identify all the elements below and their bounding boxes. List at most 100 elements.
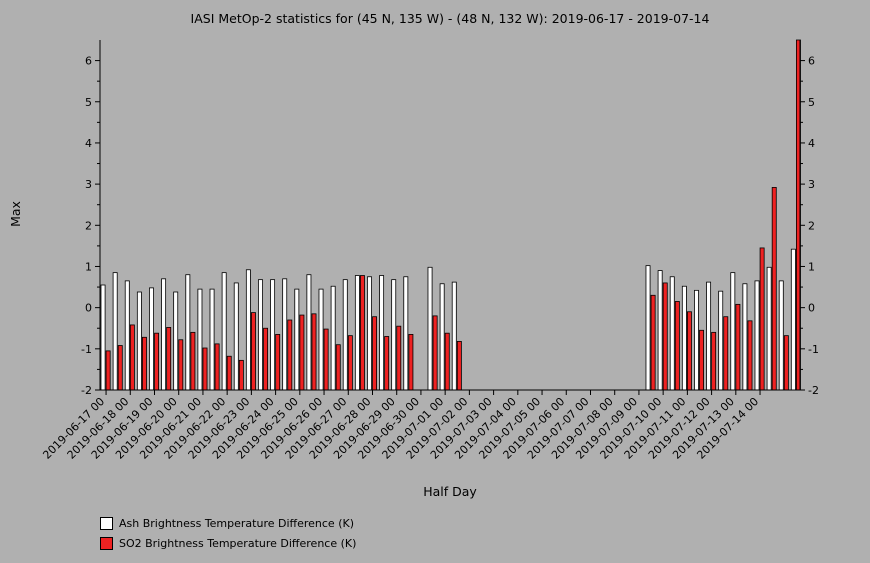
bar-ash [730, 272, 736, 391]
bar-ash [318, 288, 324, 391]
y-tick-label-right: 6 [808, 55, 815, 68]
bar-so2 [735, 303, 741, 391]
bar-ash [112, 272, 118, 391]
bar-ash [136, 291, 142, 391]
y-tick-label-right: 4 [808, 137, 815, 150]
y-tick-label-right: 0 [808, 302, 815, 315]
bar-ash [209, 288, 215, 391]
bars [100, 39, 801, 391]
bar-ash [766, 266, 772, 391]
bar-ash [185, 274, 191, 391]
bar-ash [197, 288, 203, 391]
bar-ash [100, 284, 106, 391]
bar-so2 [275, 334, 281, 391]
y-tick-label-left: 6 [85, 55, 92, 68]
bar-so2 [408, 334, 414, 391]
y-tick-label-left: -1 [81, 343, 92, 356]
bar-ash [754, 280, 760, 391]
y-tick-label-right: 1 [808, 260, 815, 273]
bar-so2 [432, 315, 438, 391]
y-tick-label-right: 3 [808, 178, 815, 191]
y-tick-label-left: -2 [81, 384, 92, 397]
bar-ash [245, 269, 251, 391]
bar-so2 [311, 313, 317, 391]
bar-so2 [263, 327, 269, 391]
bar-ash [124, 280, 130, 391]
bar-ash [161, 278, 167, 391]
legend-item-so2: SO2 Brightness Temperature Difference (K… [100, 533, 356, 553]
y-axis-label: Max [8, 201, 23, 227]
bar-ash [657, 270, 663, 391]
bar-ash [681, 285, 687, 391]
y-tick-label-left: 5 [85, 96, 92, 109]
bar-so2 [117, 345, 123, 391]
bar-ash [306, 274, 312, 391]
y-tick-label-right: -1 [808, 343, 819, 356]
bar-ash [451, 281, 457, 391]
bar-so2 [674, 301, 680, 391]
bar-so2 [299, 314, 305, 391]
bar-ash [742, 283, 748, 391]
bar-ash [391, 279, 397, 391]
bar-so2 [723, 316, 729, 391]
bar-ash [778, 280, 784, 391]
bar-so2 [323, 328, 329, 391]
bar-ash [342, 279, 348, 391]
bar-so2 [238, 359, 244, 391]
bar-so2 [783, 335, 789, 391]
bar-so2 [202, 347, 208, 391]
bar-ash [694, 289, 699, 391]
bar-ash [282, 278, 288, 391]
bar-so2 [190, 331, 196, 391]
bar-ash [403, 276, 409, 391]
bar-so2 [456, 341, 462, 391]
bar-so2 [129, 324, 135, 391]
bar-so2 [444, 332, 450, 391]
y-tick-label-right: -2 [808, 384, 819, 397]
bar-so2 [287, 319, 293, 391]
bar-so2 [347, 335, 353, 391]
bar-ash [270, 279, 276, 391]
y-tick-label-left: 2 [85, 219, 92, 232]
legend-label-ash: Ash Brightness Temperature Difference (K… [119, 516, 354, 530]
bar-ash [439, 283, 445, 391]
bar-so2 [747, 320, 753, 391]
bar-so2 [166, 327, 172, 391]
bar-so2 [384, 336, 390, 391]
bar-ash [706, 281, 712, 391]
bar-so2 [226, 355, 232, 391]
bar-ash [669, 276, 675, 391]
legend-item-ash: Ash Brightness Temperature Difference (K… [100, 513, 356, 533]
y-tick-label-left: 4 [85, 137, 92, 150]
bar-so2 [711, 331, 717, 391]
bar-ash [258, 279, 263, 391]
bar-ash [330, 285, 336, 391]
legend: Ash Brightness Temperature Difference (K… [100, 513, 356, 553]
x-axis-label: Half Day [423, 484, 477, 499]
bar-ash [379, 275, 385, 391]
chart-title: IASI MetOp-2 statistics for (45 N, 135 W… [191, 11, 710, 26]
bar-so2 [154, 332, 160, 391]
y-tick-label-right: 5 [808, 96, 815, 109]
bar-so2 [105, 350, 111, 391]
bar-ash [221, 272, 227, 391]
bar-so2 [372, 316, 378, 391]
bar-ash [233, 282, 239, 391]
bar-ash [790, 248, 796, 391]
bar-so2 [771, 187, 777, 391]
bar-ash [645, 265, 651, 391]
bar-so2 [178, 339, 184, 391]
bar-ash [354, 275, 360, 391]
bar-ash [427, 266, 433, 391]
bar-so2 [142, 336, 147, 391]
bar-so2 [251, 312, 256, 391]
y-tick-label-left: 0 [85, 302, 92, 315]
y-tick-label-right: 2 [808, 219, 815, 232]
legend-label-so2: SO2 Brightness Temperature Difference (K… [119, 536, 357, 550]
bar-ash [294, 288, 300, 391]
y-tick-label-left: 1 [85, 260, 92, 273]
bar-ash [367, 276, 372, 391]
bar-ash [718, 290, 724, 391]
